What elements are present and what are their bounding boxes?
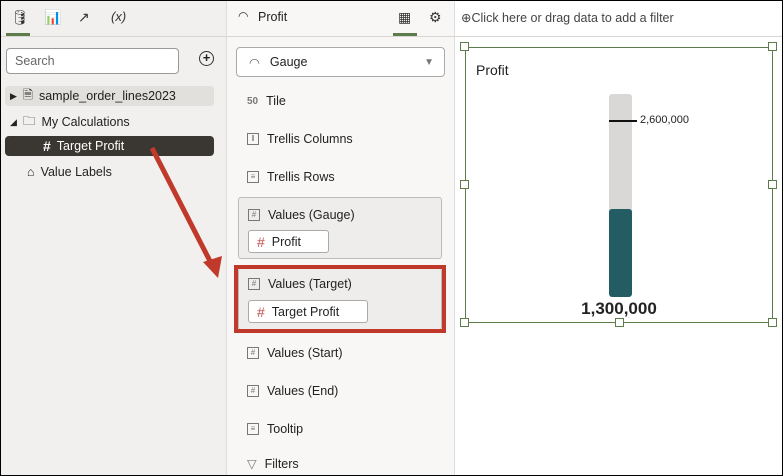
grammar-label: Trellis Rows (267, 170, 335, 184)
chevron-down-icon: ▼ (424, 56, 434, 68)
calculation-icon[interactable]: (x) (111, 9, 127, 24)
grammar-label: Values (End) (267, 384, 339, 398)
active-tab-indicator (393, 33, 417, 36)
tree-label: My Calculations (41, 115, 130, 129)
hash-box-icon: # (247, 347, 259, 359)
add-icon[interactable]: + (199, 51, 214, 66)
grammar-values-gauge[interactable]: # Values (Gauge) # Profit (238, 197, 442, 259)
grammar-label: Values (Target) (268, 277, 352, 291)
grammar-tile[interactable]: 50 Tile (247, 94, 286, 108)
resize-handle[interactable] (460, 180, 469, 189)
hash-icon: # (43, 138, 51, 154)
grammar-header: ◠ Profit ▦ ⚙ (227, 0, 454, 37)
pill-profit[interactable]: # Profit (248, 230, 329, 253)
gauge-viz[interactable]: Profit 2,600,000 1,300,000 (465, 47, 773, 323)
resize-handle[interactable] (615, 318, 624, 327)
grammar-values-end[interactable]: # Values (End) (247, 384, 338, 398)
grammar-tab-icon[interactable]: ▦ (398, 9, 412, 25)
target-label: 2,600,000 (640, 114, 689, 127)
tree-item-dataset[interactable]: ▶ 🗎 sample_order_lines2023 (5, 86, 214, 106)
tree-label: Value Labels (40, 165, 112, 179)
active-tab-indicator (6, 33, 30, 36)
tree-label: sample_order_lines2023 (38, 89, 176, 103)
grammar-label: Trellis Columns (267, 132, 353, 146)
resize-handle[interactable] (460, 42, 469, 51)
search-input[interactable]: Search (6, 48, 179, 74)
resize-handle[interactable] (768, 318, 777, 327)
grammar-label: Values (Gauge) (268, 208, 355, 222)
resize-handle[interactable] (768, 42, 777, 51)
database-icon[interactable]: 🛢 (11, 9, 29, 25)
grammar-label: Tooltip (267, 422, 304, 436)
tree-item-my-calculations[interactable]: ◢ 🗀 My Calculations (5, 112, 214, 132)
filter-hint: ⊕Click here or drag data to add a filter (461, 10, 674, 25)
trellis-rows-icon: ≡ (247, 171, 259, 183)
tree-label: Target Profit (56, 139, 125, 153)
hash-box-icon: # (248, 209, 260, 221)
grammar-label: Tile (266, 94, 286, 108)
tree-item-value-labels[interactable]: ⌂ Value Labels (5, 162, 214, 182)
filter-icon: ▽ (247, 457, 257, 471)
trellis-columns-icon: ‖ (247, 133, 259, 145)
grammar-trellis-columns[interactable]: ‖ Trellis Columns (247, 132, 353, 146)
gauge-icon: ◠ (249, 55, 260, 70)
hash-box-icon: # (247, 385, 259, 397)
pill-label: Profit (271, 234, 301, 249)
data-panel: 🛢 📊 ↗ (x) Search + ▶ 🗎 sample_order_lines2… (0, 0, 227, 476)
grammar-panel: ◠ Profit ▦ ⚙ ◠ Gauge ▼ 50 Tile ‖ Trellis Col… (227, 0, 455, 476)
tile-icon: 50 (247, 95, 259, 107)
add-filter-icon[interactable]: ⊕ (461, 11, 472, 25)
grammar-filters[interactable]: ▽ Filters (247, 456, 299, 472)
filter-bar[interactable]: ⊕Click here or drag data to add a filter (455, 0, 783, 37)
grammar-values-start[interactable]: # Values (Start) (247, 346, 343, 360)
data-panel-tabs: 🛢 📊 ↗ (x) (0, 0, 226, 37)
resize-handle[interactable] (768, 180, 777, 189)
hash-icon: # (257, 303, 265, 320)
grammar-trellis-rows[interactable]: ≡ Trellis Rows (247, 170, 335, 184)
hash-icon: # (257, 233, 265, 250)
properties-tab-icon[interactable]: ⚙ (429, 9, 442, 25)
tag-icon: ⌂ (27, 165, 35, 179)
gauge-track (609, 94, 632, 297)
gauge-value: 1,300,000 (581, 299, 657, 318)
pill-target-profit[interactable]: # Target Profit (248, 300, 368, 323)
viz-title: Profit (476, 62, 509, 78)
bar-chart-icon[interactable]: 📊 (44, 9, 62, 25)
gauge-icon: ◠ (238, 9, 249, 23)
target-marker (609, 120, 637, 123)
viz-type-label: Gauge (269, 55, 308, 69)
filter-hint-text: Click here or drag data to add a filter (471, 11, 674, 25)
grammar-label: Values (Start) (267, 346, 343, 360)
tooltip-icon: ≡ (247, 423, 259, 435)
canvas: ⊕Click here or drag data to add a filter… (455, 0, 783, 476)
trend-icon[interactable]: ↗ (78, 9, 90, 25)
pill-label: Target Profit (271, 304, 340, 319)
resize-handle[interactable] (460, 318, 469, 327)
viz-title: Profit (258, 10, 288, 24)
tree-item-target-profit[interactable]: # Target Profit (5, 136, 214, 156)
grammar-tooltip[interactable]: ≡ Tooltip (247, 422, 303, 436)
gauge-fill (609, 209, 632, 297)
hash-box-icon: # (248, 278, 260, 290)
grammar-values-target[interactable]: # Values (Target) # Target Profit (238, 268, 442, 330)
dataset-icon: 🗎 (22, 87, 33, 102)
grammar-label: Filters (264, 456, 299, 471)
folder-icon: 🗀 (22, 113, 36, 128)
viz-type-select[interactable]: ◠ Gauge ▼ (236, 47, 445, 77)
